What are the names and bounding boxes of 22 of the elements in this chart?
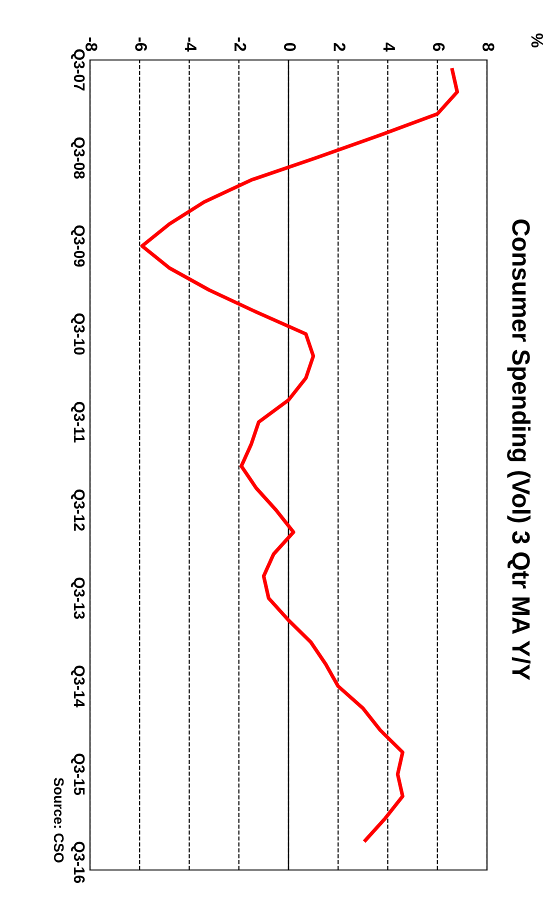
x-tick-label: -8 (86, 38, 98, 52)
text: % (531, 33, 544, 48)
y-tick-label: Q3-13 (71, 578, 85, 619)
y-tick-label: Q3-16 (71, 842, 85, 883)
y-tick-label: Q3-15 (71, 754, 85, 796)
y-tick-label: Q3-09 (71, 225, 85, 267)
source-note: Source: CSO (54, 778, 64, 862)
x-tick-label: 0 (284, 43, 296, 51)
y-tick-label: Q3-11 (71, 402, 85, 442)
y-tick-label: Q3-08 (71, 137, 85, 179)
x-tick-label: 4 (383, 42, 395, 52)
x-tick-label: -6 (135, 38, 147, 52)
text: Consumer Spending (Vol) 3 Qtr MA Y/Y (507, 219, 531, 680)
x-tick-label: -4 (184, 38, 196, 52)
x-tick-label: -2 (234, 38, 246, 51)
y-tick-label: Q3-07 (71, 49, 85, 90)
x-tick-label: 2 (334, 42, 346, 51)
y-tick-label: Q3-14 (71, 666, 85, 708)
y-tick-label: Q3-12 (71, 490, 85, 531)
x-tick-label: 6 (432, 43, 445, 52)
x-tick-label: 8 (482, 42, 494, 52)
y-tick-label: Q3-10 (71, 313, 85, 355)
